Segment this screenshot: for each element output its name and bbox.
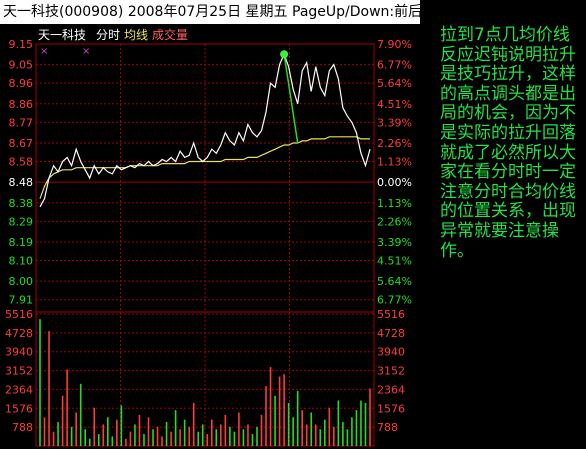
commentary-text: 拉到7点几均价线反应迟钝说明拉升是技巧拉升，这样的高点调头都是出局的机会，因为不… xyxy=(440,25,576,261)
price-tick-label: 8.29 xyxy=(9,215,34,228)
percent-tick-label: 1.13% xyxy=(377,197,412,210)
peak-marker-dot xyxy=(280,50,289,59)
volume-tick-label: 4728 xyxy=(377,327,405,340)
percent-tick-label: 6.77% xyxy=(377,59,412,72)
legend-fenshi: 分时 xyxy=(96,28,120,42)
volume-axis-left: 5516 4728 3940 3152 2364 1576 788 xyxy=(5,308,33,434)
price-tick-label: 8.86 xyxy=(9,98,34,111)
stock-code: (000908) xyxy=(59,4,124,20)
peak-annotation-line xyxy=(283,54,299,144)
price-line xyxy=(39,52,371,208)
stock-name: 天一科技 xyxy=(3,4,59,20)
price-tick-label: 7.91 xyxy=(9,294,34,307)
legend-volume: 成交量 xyxy=(152,27,188,42)
price-tick-label: 9.05 xyxy=(9,59,34,72)
percent-tick-label: 3.39% xyxy=(377,116,412,129)
percent-tick-label: 3.39% xyxy=(377,236,412,249)
price-tick-label: 8.19 xyxy=(9,236,34,249)
volume-tick-label: 788 xyxy=(12,421,33,434)
price-tick-label: 8.10 xyxy=(9,255,34,268)
percent-tick-label: 2.26% xyxy=(377,137,412,150)
percent-tick-label: 6.77% xyxy=(377,294,412,307)
volume-tick-label: 3152 xyxy=(377,365,405,378)
trade-weekday: 星期五 xyxy=(245,4,288,20)
title-bar: 天一科技(000908) 2008年07月25日 星期五 PageUp/Down… xyxy=(0,0,420,24)
percent-tick-label: 0.00% xyxy=(377,176,412,189)
chart-legend: 天一科技 分时 均线 成交量 xyxy=(38,27,188,42)
percent-tick-label: 4.51% xyxy=(377,98,412,111)
percent-tick-label: 5.64% xyxy=(377,77,412,90)
volume-tick-label: 3940 xyxy=(5,346,33,359)
volume-tick-label: 788 xyxy=(377,421,398,434)
percent-tick-label: 5.64% xyxy=(377,275,412,288)
percent-tick-label: 1.13% xyxy=(377,156,412,169)
page-hint[interactable]: PageUp/Down:前后日 xyxy=(292,4,420,20)
price-tick-label: 8.58 xyxy=(9,156,34,169)
price-axis-labels: 9.15 9.05 8.96 8.86 8.77 8.67 8.58 8.48 8.38 8.29… xyxy=(9,38,34,307)
intraday-chart: 9.15 9.05 8.96 8.86 8.77 8.67 8.58 8.48 8.38 8.29… xyxy=(0,24,430,449)
price-tick-label: 8.48 xyxy=(9,176,34,189)
price-tick-label: 8.38 xyxy=(9,197,34,210)
trade-date: 2008年07月25日 xyxy=(127,4,242,20)
price-tick-label: 8.67 xyxy=(9,137,34,150)
marker-x-icon: × xyxy=(82,46,90,57)
volume-tick-label: 3152 xyxy=(5,365,33,378)
price-tick-label: 8.00 xyxy=(9,275,34,288)
legend-stock-name: 天一科技 xyxy=(38,28,86,42)
volume-tick-label: 3940 xyxy=(377,346,405,359)
percent-tick-label: 7.90% xyxy=(377,38,412,51)
volume-tick-label: 2364 xyxy=(5,383,33,396)
price-lines xyxy=(39,50,371,208)
marker-x-icon: × xyxy=(40,46,48,57)
volume-tick-label: 1576 xyxy=(5,402,33,415)
price-tick-label: 8.77 xyxy=(9,116,34,129)
volume-tick-label: 5516 xyxy=(377,308,405,321)
volume-bars xyxy=(39,319,371,446)
volume-tick-label: 4728 xyxy=(5,327,33,340)
percent-axis-labels: 7.90% 6.77% 5.64% 4.51% 3.39% 2.26% 1.13% 0.00%… xyxy=(377,38,412,307)
volume-axis-right: 5516 4728 3940 3152 2364 1576 788 xyxy=(377,308,405,434)
price-tick-label: 8.96 xyxy=(9,77,34,90)
chart-grid xyxy=(35,43,375,447)
percent-tick-label: 4.51% xyxy=(377,255,412,268)
volume-tick-label: 5516 xyxy=(5,308,33,321)
price-tick-label: 9.15 xyxy=(9,38,34,51)
volume-tick-label: 2364 xyxy=(377,383,405,396)
volume-tick-label: 1576 xyxy=(377,402,405,415)
legend-avg-line: 均线 xyxy=(124,28,148,42)
percent-tick-label: 2.26% xyxy=(377,215,412,228)
